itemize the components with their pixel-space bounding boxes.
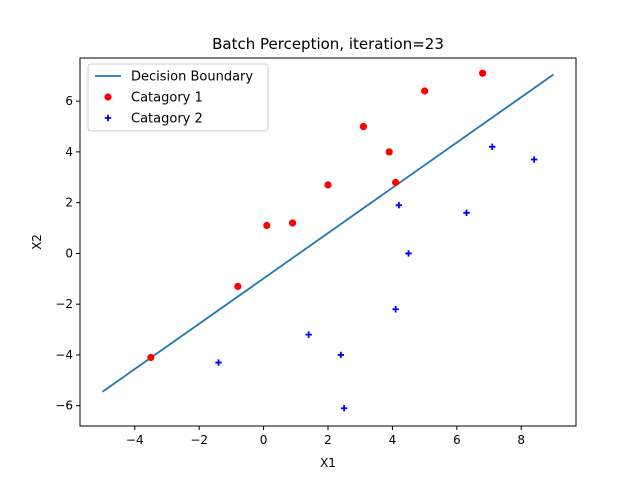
- category-1-point: [288, 219, 297, 227]
- x-tick-label: −2: [190, 433, 208, 447]
- category-1-point: [385, 148, 393, 156]
- y-tick-label: −6: [55, 399, 73, 413]
- legend-label: Catagory 1: [131, 91, 203, 106]
- category-2-point: [392, 306, 399, 313]
- legend-label: Decision Boundary: [131, 70, 253, 85]
- axis-ticks: −4 −2 0 2 4 6 8 −6 −4 −2 0 2 4 6: [55, 94, 525, 447]
- category-1-point: [478, 69, 487, 77]
- legend-plus-swatch: [104, 114, 112, 122]
- category-1-point: [324, 181, 332, 189]
- y-tick-label: 6: [65, 94, 73, 108]
- y-tick-label: −4: [55, 348, 73, 362]
- category-2-point: [340, 405, 348, 412]
- category-1-point: [392, 178, 400, 186]
- legend-box: [87, 63, 269, 132]
- y-tick-label: −2: [55, 297, 73, 311]
- x-tick-label: −4: [126, 433, 144, 447]
- legend: Decision Boundary Catagory 1 Catagory 2: [87, 63, 269, 132]
- decision-boundary-line: [102, 73, 554, 393]
- category-1-point: [359, 122, 368, 131]
- category-2-point: [530, 156, 538, 163]
- legend-label: Catagory 2: [131, 112, 203, 127]
- x-axis-label: X1: [320, 456, 336, 470]
- y-tick-label: 4: [65, 145, 73, 159]
- category-2-point: [405, 250, 412, 257]
- x-tick-label: 0: [260, 433, 268, 447]
- category-1-point: [147, 353, 155, 362]
- x-tick-label: 4: [389, 433, 397, 447]
- x-tick-label: 8: [517, 433, 525, 447]
- category-2-point: [395, 202, 403, 209]
- plot-area: [102, 69, 554, 412]
- category-1-point: [421, 87, 429, 95]
- category-2-point: [215, 359, 222, 366]
- category-2-point: [489, 143, 496, 151]
- x-tick-label: 6: [453, 433, 461, 447]
- x-tick-label: 2: [324, 433, 332, 447]
- category-2-point: [463, 209, 470, 217]
- category-1-point: [263, 221, 271, 230]
- y-tick-label: 2: [65, 196, 73, 210]
- legend-circle-swatch: [104, 93, 112, 101]
- chart-title: Batch Perception, iteration=23: [212, 35, 444, 53]
- category-2-point: [305, 331, 312, 338]
- y-tick-label: 0: [65, 246, 73, 260]
- y-axis-label: X2: [30, 234, 44, 250]
- category-1-point: [234, 282, 242, 291]
- category-2-point: [337, 351, 345, 359]
